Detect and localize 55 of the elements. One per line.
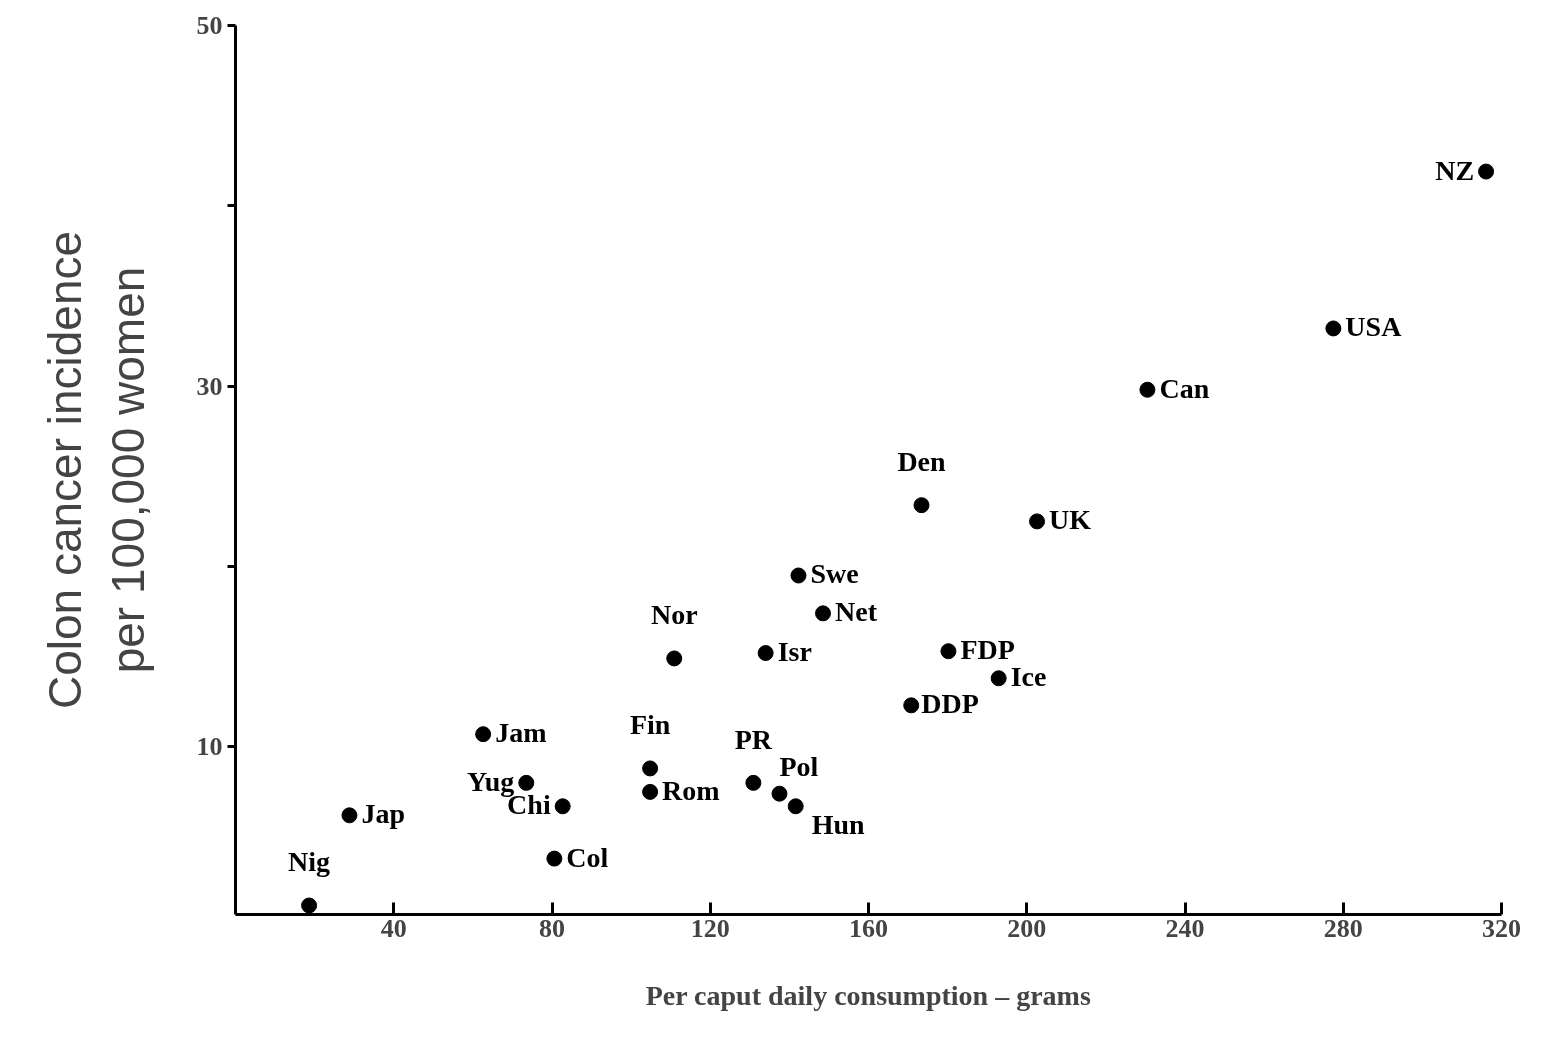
data-label: UK: [1049, 504, 1092, 536]
data-label: Swe: [810, 558, 859, 590]
point: [990, 670, 1007, 687]
point: [757, 645, 774, 662]
point: [903, 697, 920, 714]
data-label: Col: [566, 841, 609, 873]
point: [745, 774, 762, 791]
y-tick-label: 10: [196, 732, 223, 762]
x-tick-label: 160: [849, 913, 888, 943]
x-tick-label: 280: [1323, 913, 1363, 943]
y-tick-label: 50: [196, 11, 223, 40]
point: [546, 850, 563, 867]
data-label: PR: [734, 723, 773, 755]
point: [475, 726, 492, 743]
point: [642, 783, 659, 800]
point: [1139, 381, 1156, 398]
point: [1325, 320, 1342, 337]
data-label: Rom: [662, 774, 720, 806]
x-tick-label: 200: [1007, 913, 1047, 943]
point: [913, 497, 930, 514]
point: [771, 785, 788, 802]
data-label: Nor: [650, 599, 698, 631]
data-label: Jam: [495, 717, 547, 749]
point: [1478, 163, 1495, 180]
data-label: Can: [1159, 372, 1210, 404]
point: [666, 650, 683, 667]
y-tick-label: 30: [196, 371, 223, 401]
data-label: Jap: [361, 798, 406, 830]
point: [341, 807, 358, 824]
x-tick-label: 80: [539, 913, 565, 943]
y-axis-title: Colon cancer incidence per 100,000 women: [39, 230, 154, 710]
data-label: Den: [897, 446, 947, 478]
data-label: Hun: [811, 809, 866, 841]
point: [642, 760, 659, 777]
data-label: Pol: [779, 750, 819, 782]
point: [1029, 513, 1046, 530]
x-tick-label: 320: [1482, 913, 1521, 943]
data-label: Net: [835, 596, 878, 628]
point: [940, 643, 957, 660]
data-label: Fin: [629, 709, 671, 741]
data-label: NZ: [1435, 154, 1475, 186]
point: [518, 774, 535, 791]
point: [301, 897, 318, 914]
point: [787, 798, 804, 815]
x-tick-label: 40: [380, 913, 407, 943]
data-label: USA: [1345, 311, 1403, 343]
point: [815, 605, 831, 622]
data-label: Isr: [777, 636, 812, 668]
x-tick-label: 120: [690, 913, 730, 943]
point: [554, 798, 571, 815]
data-label: Nig: [288, 846, 331, 878]
x-axis-title: Per caput daily consumption – grams: [645, 979, 1091, 1011]
data-label: DDP: [921, 688, 979, 720]
point: [790, 567, 807, 584]
x-tick-label: 240: [1165, 913, 1205, 943]
